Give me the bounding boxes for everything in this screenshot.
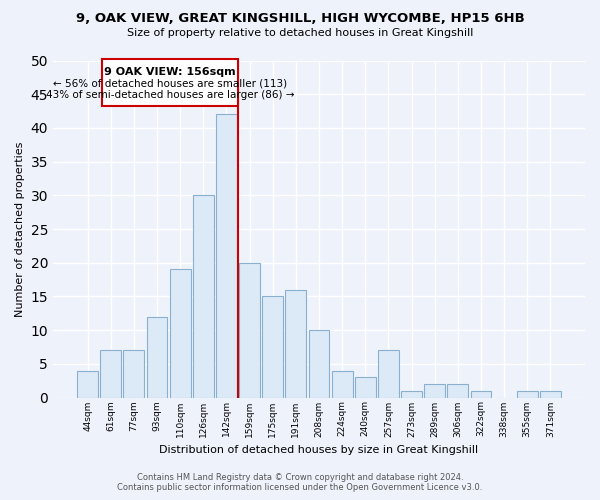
Bar <box>100 350 121 398</box>
Bar <box>286 290 306 398</box>
Bar <box>308 330 329 398</box>
Bar <box>193 196 214 398</box>
Bar <box>540 391 561 398</box>
Bar <box>216 114 237 398</box>
Text: 9 OAK VIEW: 156sqm: 9 OAK VIEW: 156sqm <box>104 67 236 77</box>
Bar <box>378 350 399 398</box>
Text: 43% of semi-detached houses are larger (86) →: 43% of semi-detached houses are larger (… <box>46 90 294 100</box>
Bar <box>146 316 167 398</box>
Bar <box>470 391 491 398</box>
Bar <box>424 384 445 398</box>
Bar <box>239 262 260 398</box>
Bar <box>355 378 376 398</box>
Bar <box>124 350 145 398</box>
Bar <box>517 391 538 398</box>
Text: Contains HM Land Registry data © Crown copyright and database right 2024.
Contai: Contains HM Land Registry data © Crown c… <box>118 473 482 492</box>
Bar <box>170 270 191 398</box>
Bar <box>448 384 468 398</box>
Text: Size of property relative to detached houses in Great Kingshill: Size of property relative to detached ho… <box>127 28 473 38</box>
Bar <box>77 370 98 398</box>
Bar <box>262 296 283 398</box>
Text: ← 56% of detached houses are smaller (113): ← 56% of detached houses are smaller (11… <box>53 78 287 88</box>
Text: 9, OAK VIEW, GREAT KINGSHILL, HIGH WYCOMBE, HP15 6HB: 9, OAK VIEW, GREAT KINGSHILL, HIGH WYCOM… <box>76 12 524 26</box>
Bar <box>332 370 353 398</box>
Y-axis label: Number of detached properties: Number of detached properties <box>15 142 25 316</box>
X-axis label: Distribution of detached houses by size in Great Kingshill: Distribution of detached houses by size … <box>160 445 479 455</box>
Bar <box>401 391 422 398</box>
FancyBboxPatch shape <box>102 59 238 106</box>
